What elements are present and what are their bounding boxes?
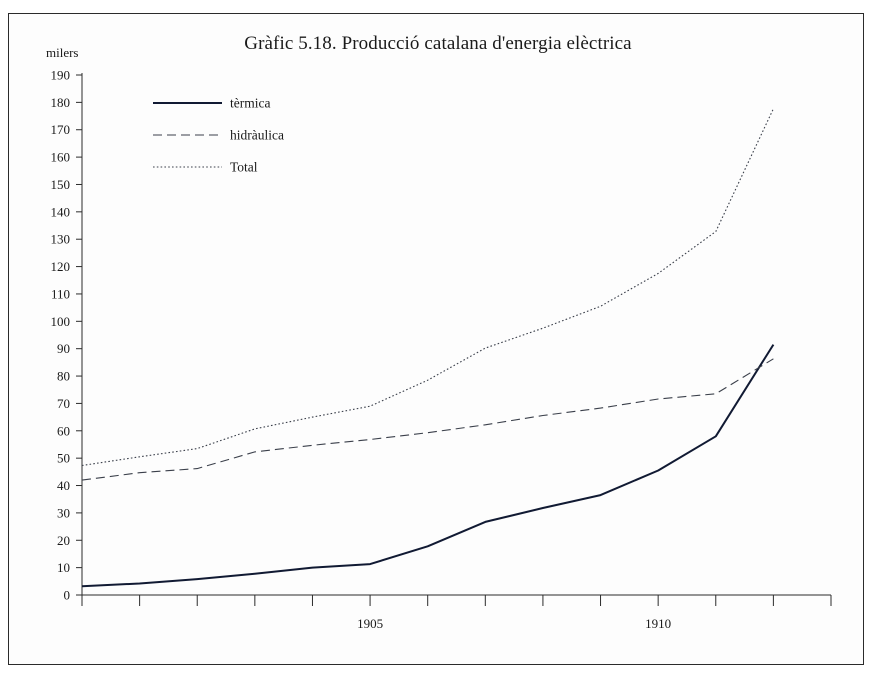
y-tick-label: 160 — [51, 150, 71, 165]
y-tick-label: 130 — [51, 232, 71, 247]
axes: 0 10 20 30 40 50 60 70 80 90 100 110 120 130 140 150 160… — [51, 68, 832, 631]
y-tick-label: 170 — [51, 122, 71, 137]
y-tick-label: 190 — [51, 68, 71, 83]
y-tick-label: 0 — [64, 588, 71, 603]
y-tick-label: 180 — [51, 95, 71, 110]
legend: tèrmica hidràulica Total — [153, 96, 284, 175]
y-axis-unit-label: milers — [46, 45, 79, 60]
chart-frame — [8, 13, 864, 665]
series-line-hidraulica — [81, 358, 774, 481]
legend-label: tèrmica — [230, 96, 270, 111]
y-tick-label: 60 — [57, 423, 70, 438]
y-tick-label: 50 — [57, 451, 70, 466]
x-tick-label: 1910 — [645, 616, 671, 631]
x-tick-label: 1905 — [357, 616, 383, 631]
y-tick-label: 110 — [51, 286, 70, 301]
chart-title: Gràfic 5.18. Producció catalana d'energi… — [0, 33, 872, 55]
y-tick-label: 150 — [51, 177, 71, 192]
y-tick-label: 40 — [57, 478, 70, 493]
y-tick-label: 10 — [57, 560, 70, 575]
y-tick-label: 80 — [57, 369, 70, 384]
y-tick-label: 30 — [57, 505, 70, 520]
y-tick-label: 90 — [57, 341, 70, 356]
y-tick-label: 70 — [57, 396, 70, 411]
series-line-total — [81, 108, 774, 467]
series-line-termica — [81, 344, 775, 588]
y-tick-label: 100 — [51, 314, 71, 329]
y-tick-label: 20 — [57, 533, 70, 548]
chart-title-text: Gràfic 5.18. Producció catalana d'energi… — [244, 33, 632, 54]
y-tick-label: 120 — [51, 259, 71, 274]
series-layer — [81, 108, 775, 588]
legend-label: Total — [230, 160, 258, 175]
y-tick-label: 140 — [51, 204, 71, 219]
legend-label: hidràulica — [230, 128, 284, 143]
